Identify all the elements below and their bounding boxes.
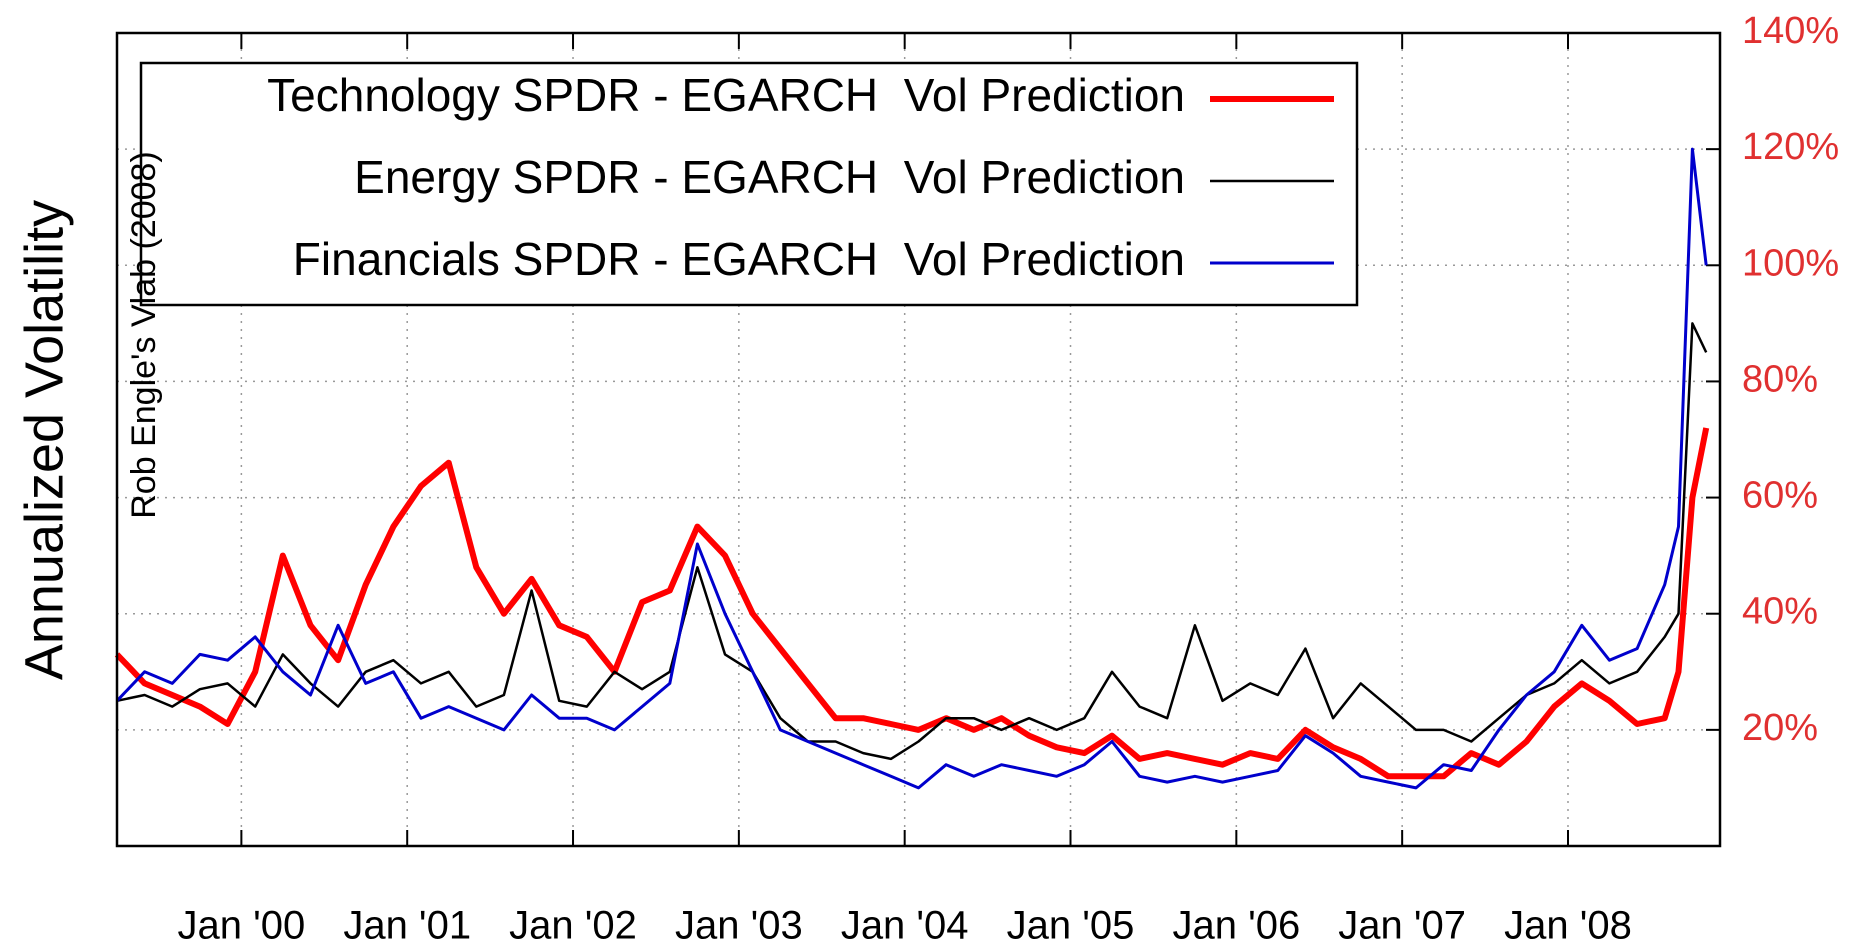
legend-label: Financials SPDR - EGARCH Vol Prediction xyxy=(293,233,1185,285)
y-tick-label: 100% xyxy=(1742,242,1839,284)
x-tick-label: Jan '07 xyxy=(1338,904,1466,948)
x-tick-label: Jan '04 xyxy=(841,904,969,948)
legend-label: Technology SPDR - EGARCH Vol Prediction xyxy=(267,69,1185,121)
x-tick-label: Jan '03 xyxy=(675,904,803,948)
y-tick-label: 140% xyxy=(1742,10,1839,52)
legend-label: Energy SPDR - EGARCH Vol Prediction xyxy=(354,151,1185,203)
y-axis-label: Annualized Volatility xyxy=(14,200,74,680)
series-line xyxy=(114,427,1710,780)
x-tick-label: Jan '02 xyxy=(509,904,637,948)
x-tick-label: Jan '01 xyxy=(343,904,471,948)
x-tick-label: Jan '00 xyxy=(178,904,306,948)
y-tick-label: 80% xyxy=(1742,358,1818,400)
y-tick-label: 120% xyxy=(1742,126,1839,168)
series-line xyxy=(116,322,1708,761)
y-tick-label: 20% xyxy=(1742,707,1818,749)
y-tick-label: 40% xyxy=(1742,591,1818,633)
x-tick-label: Jan '06 xyxy=(1172,904,1300,948)
x-tick-label: Jan '08 xyxy=(1504,904,1632,948)
legend-box xyxy=(139,61,1359,307)
series-line xyxy=(115,147,1708,790)
plot-frame xyxy=(115,31,1722,848)
x-tick-label: Jan '05 xyxy=(1007,904,1135,948)
y-tick-label: 60% xyxy=(1742,475,1818,517)
watermark: Rob Engle's Vlab (2008) xyxy=(125,151,163,519)
